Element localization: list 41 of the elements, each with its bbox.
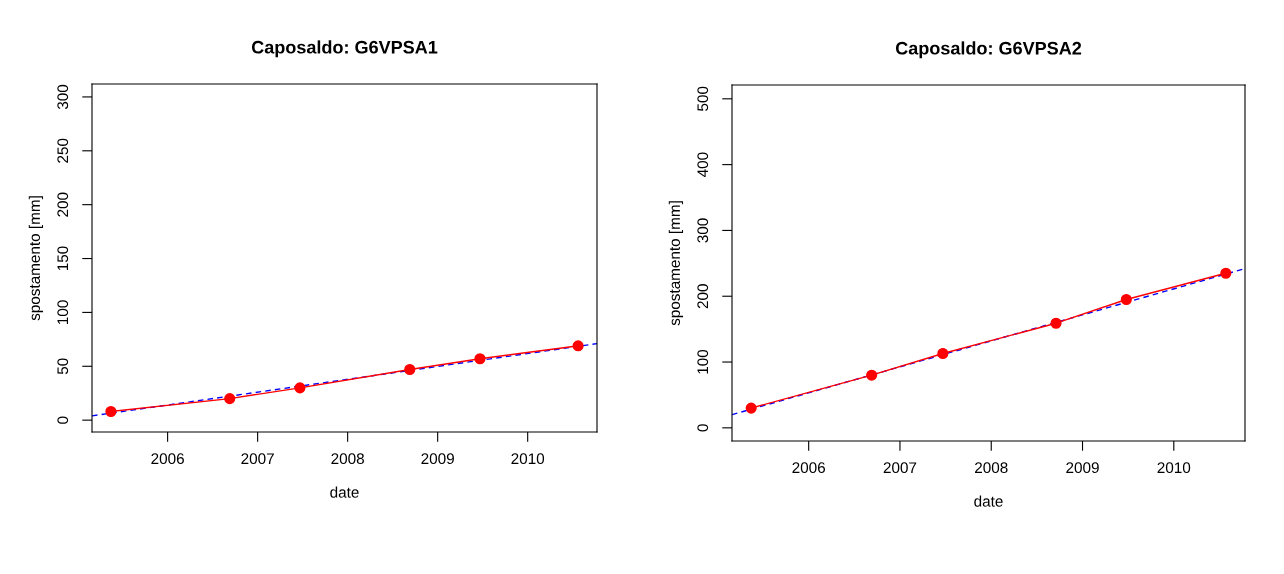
x-axis-title: date xyxy=(330,486,359,498)
point xyxy=(1220,267,1232,279)
point xyxy=(1050,317,1062,329)
y-axis-title: spostamento [mm] xyxy=(668,201,684,326)
y-tick-label: 400 xyxy=(697,152,709,178)
x-tick-label: 2007 xyxy=(883,462,917,474)
y-tick-label: 100 xyxy=(697,349,709,374)
x-tick-label: 2009 xyxy=(1066,462,1099,474)
point xyxy=(572,340,584,352)
y-tick-label: 150 xyxy=(57,246,69,271)
chart-title: Caposaldo: G6VPSA2 xyxy=(895,41,1082,59)
chart-title: Caposaldo: G6VPSA1 xyxy=(251,40,438,58)
y-tick-label: 250 xyxy=(57,138,69,163)
point xyxy=(745,402,757,414)
point xyxy=(105,405,117,418)
y-tick-label: 50 xyxy=(57,358,69,375)
x-tick-label: 2008 xyxy=(331,453,364,465)
point xyxy=(224,393,236,405)
y-tick-label: 0 xyxy=(57,416,69,424)
point xyxy=(1120,293,1132,306)
y-tick-label: 200 xyxy=(57,192,69,217)
x-tick-label: 2010 xyxy=(1157,462,1191,474)
x-tick-label: 2008 xyxy=(975,462,1008,474)
point xyxy=(866,369,878,381)
x-tick-label: 2010 xyxy=(511,453,545,465)
x-tick-label: 2006 xyxy=(792,462,825,474)
y-tick-label: 300 xyxy=(57,84,69,110)
y-axis-title: spostamento [mm] xyxy=(28,196,44,321)
x-axis-title: date xyxy=(974,495,1003,507)
point xyxy=(404,363,416,376)
y-tick-label: 200 xyxy=(697,284,709,309)
y-tick-label: 500 xyxy=(697,86,709,111)
y-tick-label: 100 xyxy=(57,300,69,324)
x-tick-label: 2007 xyxy=(241,453,274,465)
y-tick-label: 300 xyxy=(697,218,709,243)
point xyxy=(937,347,949,360)
point xyxy=(294,382,306,394)
point xyxy=(474,353,486,365)
x-tick-label: 2009 xyxy=(421,453,454,465)
x-tick-label: 2006 xyxy=(151,453,184,465)
y-tick-label: 0 xyxy=(697,424,709,432)
